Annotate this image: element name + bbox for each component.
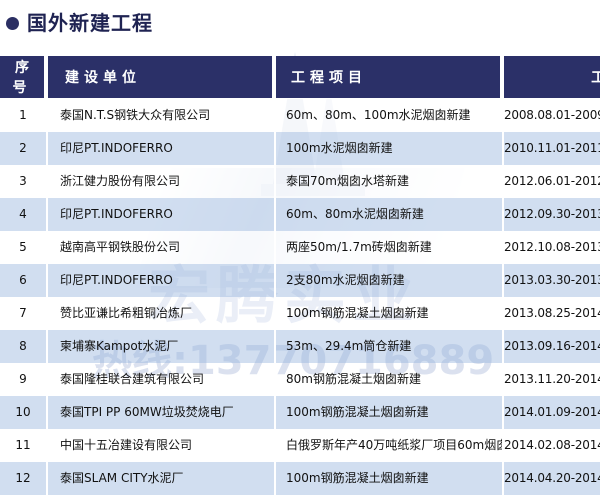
cell-period: 2008.08.01-2009.09.10 bbox=[504, 99, 600, 132]
cell-project: 100m钢筋混凝土烟囱新建 bbox=[276, 297, 504, 330]
cell-project: 泰国70m烟囱水塔新建 bbox=[276, 165, 504, 198]
cell-index: 8 bbox=[0, 330, 48, 363]
cell-period: 2014.02.08-2014.05.28 bbox=[504, 429, 600, 462]
table-row: 9泰国隆桂联合建筑有限公司80m钢筋混凝土烟囱新建2013.11.20-2014… bbox=[0, 363, 600, 396]
table-row: 1 泰国N.T.S钢铁大众有限公司 60m、80m、100m水泥烟囱新建 2008.0… bbox=[0, 99, 600, 132]
projects-table-container: 序号 建设单位 工程项目 工 期 1泰国N.T.S钢铁大众有限公司60m、80m… bbox=[0, 56, 600, 495]
table-row: 6 印尼PT.INDOFERRO 2支80m水泥烟囱新建 2013.03.30-201… bbox=[0, 264, 600, 297]
cell-unit: 柬埔寨Kampot水泥厂 bbox=[48, 330, 276, 363]
cell-project: 53m、29.4m筒仓新建 bbox=[276, 330, 504, 363]
cell-unit: 印尼PT.INDOFERRO bbox=[48, 198, 276, 231]
cell-project: 100m水泥烟囱新建 bbox=[276, 132, 504, 165]
cell-project: 100m钢筋混凝土烟囱新建 bbox=[276, 462, 504, 495]
table-row: 4 印尼PT.INDOFERRO 60m、80m水泥烟囱新建 2012.09.30-2… bbox=[0, 198, 600, 231]
cell-index: 7 bbox=[0, 297, 48, 330]
table-header: 序号 建设单位 工程项目 工 期 bbox=[0, 56, 600, 99]
column-header-index: 序号 bbox=[0, 56, 48, 99]
cell-index: 11 bbox=[0, 429, 48, 462]
cell-index: 3 bbox=[0, 165, 48, 198]
cell-project: 白俄罗斯年产40万吨纸浆厂项目60m烟囱新建 bbox=[276, 429, 504, 462]
cell-unit: 泰国隆桂联合建筑有限公司 bbox=[48, 363, 276, 396]
cell-unit: 越南高平钢铁股份公司 bbox=[48, 231, 276, 264]
cell-period: 2013.08.25-2014.02.05 bbox=[504, 297, 600, 330]
cell-unit: 赞比亚谦比希粗铜冶炼厂 bbox=[48, 297, 276, 330]
cell-period: 2012.09.30-2013.02.20 bbox=[504, 198, 600, 231]
cell-period: 2013.09.16-2014.02.15 bbox=[504, 330, 600, 363]
table-body: 1 泰国N.T.S钢铁大众有限公司 60m、80m、100m水泥烟囱新建 2008.0… bbox=[0, 99, 600, 495]
cell-index: 9 bbox=[0, 363, 48, 396]
cell-unit: 印尼PT.INDOFERRO bbox=[48, 264, 276, 297]
cell-index: 6 bbox=[0, 264, 48, 297]
cell-period: 2013.11.20-2014.03.20 bbox=[504, 363, 600, 396]
bullet-icon bbox=[6, 16, 19, 30]
cell-project: 两座50m/1.7m砖烟囱新建 bbox=[276, 231, 504, 264]
cell-unit: 中国十五冶建设有限公司 bbox=[48, 429, 276, 462]
table-row: 7赞比亚谦比希粗铜冶炼厂100m钢筋混凝土烟囱新建2013.08.25-2014… bbox=[0, 297, 600, 330]
cell-unit: 浙江健力股份有限公司 bbox=[48, 165, 276, 198]
column-header-unit: 建设单位 bbox=[48, 56, 276, 99]
cell-period: 2013.03.30-2013.09.30 bbox=[504, 264, 600, 297]
column-header-project: 工程项目 bbox=[276, 56, 504, 99]
column-header-period: 工 期 bbox=[504, 56, 600, 99]
table-row: 10 泰国TPI PP 60MW垃圾焚烧电厂 100m钢筋混凝土烟囱新建 2014.0… bbox=[0, 396, 600, 429]
cell-project: 80m钢筋混凝土烟囱新建 bbox=[276, 363, 504, 396]
table-header-row: 序号 建设单位 工程项目 工 期 bbox=[0, 56, 600, 99]
cell-unit: 泰国TPI PP 60MW垃圾焚烧电厂 bbox=[48, 396, 276, 429]
cell-project: 100m钢筋混凝土烟囱新建 bbox=[276, 396, 504, 429]
table-row: 11中国十五冶建设有限公司白俄罗斯年产40万吨纸浆厂项目60m烟囱新建2014.… bbox=[0, 429, 600, 462]
cell-index: 1 bbox=[0, 99, 48, 132]
page-title: 国外新建工程 bbox=[0, 4, 153, 42]
cell-project: 60m、80m、100m水泥烟囱新建 bbox=[276, 99, 504, 132]
cell-unit: 泰国N.T.S钢铁大众有限公司 bbox=[48, 99, 276, 132]
cell-index: 5 bbox=[0, 231, 48, 264]
cell-project: 2支80m水泥烟囱新建 bbox=[276, 264, 504, 297]
table-row: 2印尼PT.INDOFERRO100m水泥烟囱新建2010.11.01-2011… bbox=[0, 132, 600, 165]
table-row: 8 柬埔寨Kampot水泥厂 53m、29.4m筒仓新建 2013.09.16-201… bbox=[0, 330, 600, 363]
cell-period: 2014.04.20-2014.08.10 bbox=[504, 462, 600, 495]
cell-period: 2014.01.09-2014.05.08 bbox=[504, 396, 600, 429]
cell-index: 10 bbox=[0, 396, 48, 429]
table-row: 3浙江健力股份有限公司泰国70m烟囱水塔新建2012.06.01-2012.10… bbox=[0, 165, 600, 198]
cell-index: 2 bbox=[0, 132, 48, 165]
cell-period: 2012.10.08-2013.02.19 bbox=[504, 231, 600, 264]
cell-unit: 印尼PT.INDOFERRO bbox=[48, 132, 276, 165]
table-row: 5 越南高平钢铁股份公司 两座50m/1.7m砖烟囱新建 2012.10.08-201… bbox=[0, 231, 600, 264]
cell-project: 60m、80m水泥烟囱新建 bbox=[276, 198, 504, 231]
cell-period: 2012.06.01-2012.10.30 bbox=[504, 165, 600, 198]
table-row: 12 泰国SLAM CITY水泥厂 100m钢筋混凝土烟囱新建 2014.04.20-… bbox=[0, 462, 600, 495]
cell-index: 12 bbox=[0, 462, 48, 495]
cell-index: 4 bbox=[0, 198, 48, 231]
page-title-text: 国外新建工程 bbox=[27, 11, 153, 35]
cell-unit: 泰国SLAM CITY水泥厂 bbox=[48, 462, 276, 495]
projects-table: 序号 建设单位 工程项目 工 期 1泰国N.T.S钢铁大众有限公司60m、80m… bbox=[0, 56, 600, 495]
